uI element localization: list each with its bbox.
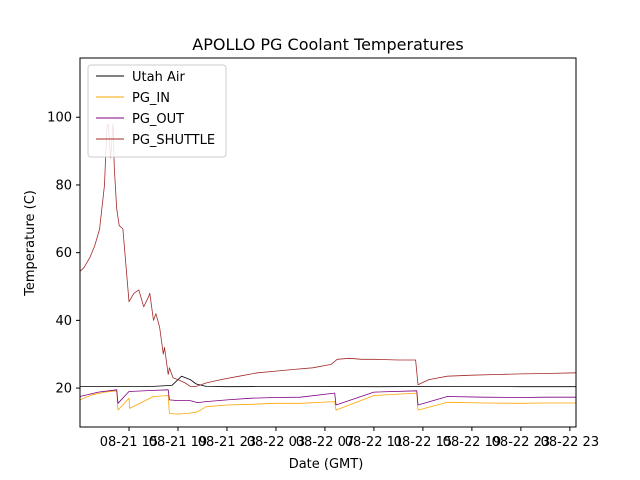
series-line-pg-out bbox=[80, 389, 576, 406]
legend-entry-label: PG_OUT bbox=[132, 112, 184, 127]
legend-entry-label: Utah Air bbox=[132, 70, 185, 85]
legend: Utah Air PG_IN PG_OUT PG_SHUTTLE bbox=[87, 64, 227, 158]
y-tick-label: 100 bbox=[47, 111, 72, 126]
x-tick-label: 08-21 15 bbox=[100, 435, 158, 450]
y-axis-label: Temperature (C) bbox=[23, 190, 38, 297]
x-tick-label: 08-22 07 bbox=[296, 435, 354, 450]
x-tick-label: 08-22 15 bbox=[394, 435, 452, 450]
x-tick-label: 08-21 23 bbox=[198, 435, 256, 450]
plot-frame bbox=[79, 57, 577, 428]
x-tick-label: 08-22 19 bbox=[443, 435, 501, 450]
series-line-pg-in bbox=[80, 390, 576, 415]
chart-title: APOLLO PG Coolant Temperatures bbox=[192, 35, 463, 54]
legend-entry-label: PG_SHUTTLE bbox=[132, 133, 215, 148]
y-tick-label: 40 bbox=[55, 314, 72, 329]
x-tick-label: 08-22 23 bbox=[541, 435, 599, 450]
legend-box bbox=[87, 64, 227, 158]
y-tick-label: 60 bbox=[55, 246, 72, 261]
x-axis-label: Date (GMT) bbox=[289, 457, 364, 472]
y-tick-label: 20 bbox=[55, 382, 72, 397]
series-line-utah-air bbox=[80, 375, 576, 388]
y-tick-label: 80 bbox=[55, 178, 72, 193]
x-tick-label: 08-22 23 bbox=[492, 435, 550, 450]
x-tick-label: 08-21 19 bbox=[149, 435, 207, 450]
x-tick-label: 08-22 11 bbox=[345, 435, 403, 450]
x-tick-label: 08-22 03 bbox=[247, 435, 305, 450]
legend-entry-label: PG_IN bbox=[132, 91, 170, 106]
